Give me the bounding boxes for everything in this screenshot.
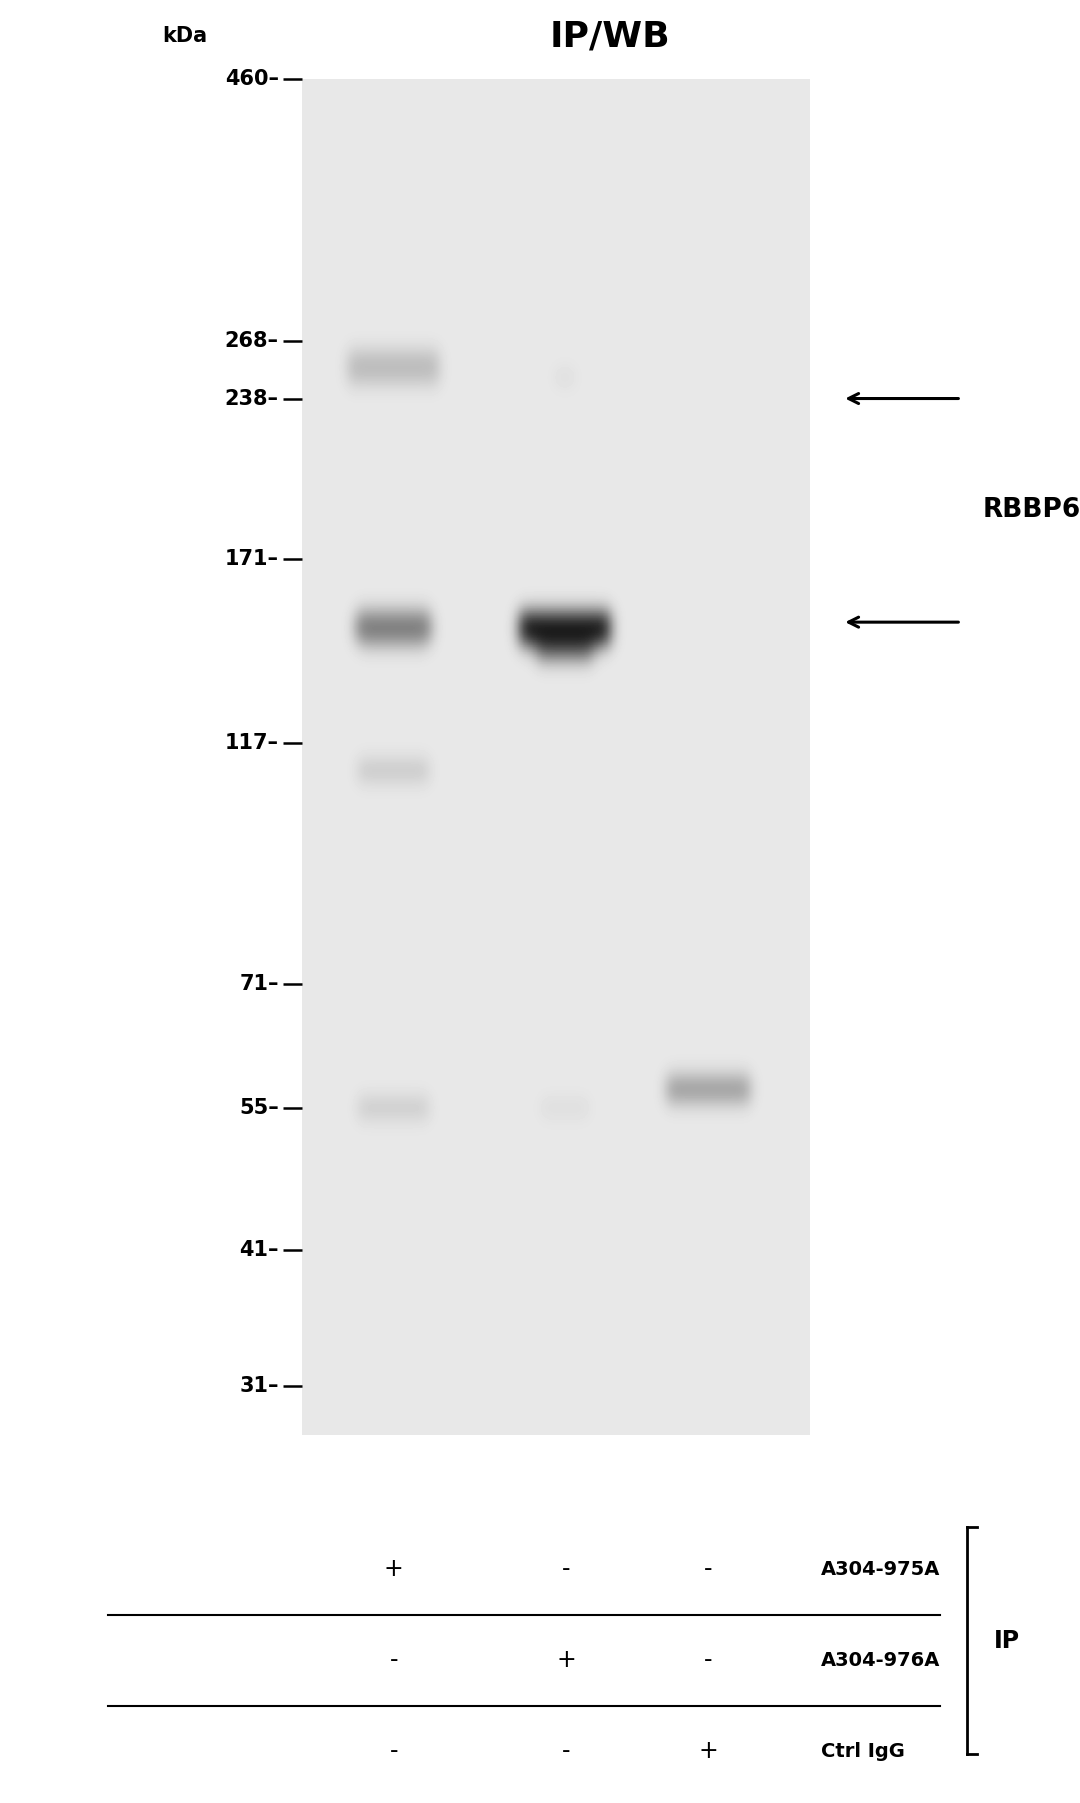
Text: A304-976A: A304-976A — [821, 1652, 941, 1670]
Text: IP: IP — [994, 1628, 1020, 1653]
Text: 268–: 268– — [225, 332, 279, 352]
Text: 41–: 41– — [239, 1240, 279, 1260]
Text: 55–: 55– — [239, 1098, 279, 1118]
Text: A304-975A: A304-975A — [821, 1560, 941, 1579]
Text: -: - — [562, 1740, 570, 1763]
Text: +: + — [699, 1740, 718, 1763]
Text: -: - — [390, 1648, 399, 1671]
Text: -: - — [704, 1648, 713, 1671]
Text: -: - — [390, 1740, 399, 1763]
Text: 31–: 31– — [239, 1376, 279, 1396]
Text: Ctrl IgG: Ctrl IgG — [821, 1742, 905, 1760]
Text: 71–: 71– — [239, 974, 279, 995]
Text: IP/WB: IP/WB — [550, 20, 671, 52]
Text: RBBP6: RBBP6 — [983, 498, 1080, 523]
Text: +: + — [383, 1558, 404, 1581]
Bar — [302, 79, 810, 1435]
Text: 460–: 460– — [225, 69, 279, 90]
Text: -: - — [562, 1558, 570, 1581]
Text: 117–: 117– — [225, 732, 279, 752]
Text: kDa: kDa — [162, 25, 207, 47]
Text: 238–: 238– — [225, 388, 279, 409]
Text: 171–: 171– — [225, 548, 279, 568]
Text: +: + — [556, 1648, 577, 1671]
Text: -: - — [704, 1558, 713, 1581]
